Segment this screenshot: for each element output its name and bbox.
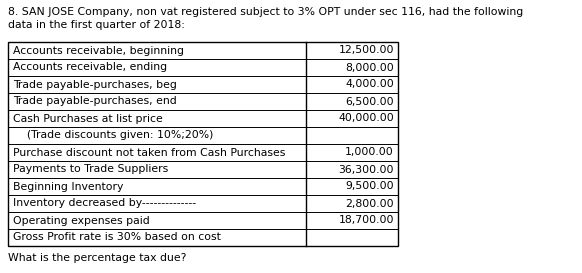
- Text: 18,700.00: 18,700.00: [339, 215, 394, 225]
- Text: Trade payable-purchases, beg: Trade payable-purchases, beg: [13, 79, 177, 90]
- Text: Operating expenses paid: Operating expenses paid: [13, 215, 150, 225]
- Text: 1,000.00: 1,000.00: [345, 147, 394, 158]
- Text: Cash Purchases at list price: Cash Purchases at list price: [13, 114, 163, 123]
- Text: 8. SAN JOSE Company, non vat registered subject to 3% OPT under sec 116, had the: 8. SAN JOSE Company, non vat registered …: [8, 7, 523, 17]
- Bar: [8, 42, 398, 246]
- Text: 8,000.00: 8,000.00: [345, 63, 394, 73]
- Text: What is the percentage tax due?: What is the percentage tax due?: [8, 253, 186, 263]
- Text: 4,000.00: 4,000.00: [345, 79, 394, 90]
- Text: Accounts receivable, ending: Accounts receivable, ending: [13, 63, 167, 73]
- Text: 2,800.00: 2,800.00: [345, 198, 394, 209]
- Text: Purchase discount not taken from Cash Purchases: Purchase discount not taken from Cash Pu…: [13, 147, 285, 158]
- Text: Inventory decreased by--------------: Inventory decreased by--------------: [13, 198, 196, 209]
- Text: data in the first quarter of 2018:: data in the first quarter of 2018:: [8, 20, 185, 30]
- Text: Beginning Inventory: Beginning Inventory: [13, 182, 123, 191]
- Text: 12,500.00: 12,500.00: [339, 46, 394, 55]
- Text: Payments to Trade Suppliers: Payments to Trade Suppliers: [13, 165, 168, 174]
- Text: Gross Profit rate is 30% based on cost: Gross Profit rate is 30% based on cost: [13, 233, 221, 242]
- Text: Accounts receivable, beginning: Accounts receivable, beginning: [13, 46, 184, 55]
- Text: 9,500.00: 9,500.00: [345, 182, 394, 191]
- Text: (Trade discounts given: 10%;20%): (Trade discounts given: 10%;20%): [13, 130, 214, 141]
- Text: 36,300.00: 36,300.00: [339, 165, 394, 174]
- Text: 6,500.00: 6,500.00: [345, 96, 394, 106]
- Text: Trade payable-purchases, end: Trade payable-purchases, end: [13, 96, 177, 106]
- Text: 40,000.00: 40,000.00: [338, 114, 394, 123]
